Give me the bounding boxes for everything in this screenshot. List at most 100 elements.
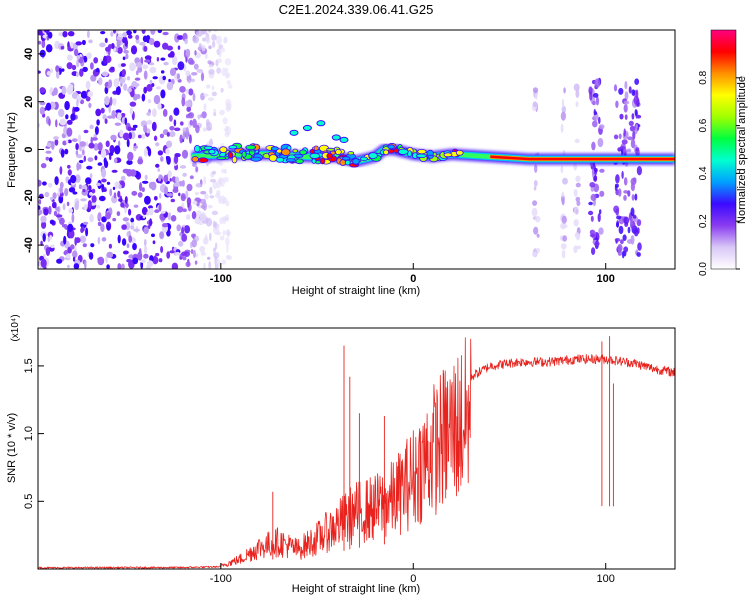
noise-blob: [137, 134, 142, 139]
noise-blob: [173, 182, 180, 187]
noise-blob: [174, 153, 181, 158]
noise-blob: [106, 251, 114, 259]
noise-blob: [67, 264, 70, 269]
noise-blob: [216, 231, 222, 236]
noise-blob: [54, 176, 59, 186]
noise-blob: [192, 93, 196, 102]
noise-blob: [149, 62, 155, 66]
noise-blob: [102, 188, 107, 192]
noise-blob: [163, 174, 169, 183]
harmonic-blob: [331, 134, 341, 141]
streak-blob: [618, 225, 624, 235]
noise-blob: [113, 192, 117, 199]
noise-blob: [76, 55, 81, 60]
noise-blob: [91, 188, 96, 194]
noise-blob: [126, 243, 130, 249]
noise-blob: [45, 156, 50, 161]
streak-blob: [591, 247, 596, 256]
noise-blob: [188, 88, 194, 96]
noise-blob: [187, 113, 193, 117]
noise-blob: [119, 78, 126, 84]
noise-blob: [143, 226, 149, 235]
noise-blob: [137, 158, 144, 165]
noise-blob: [72, 256, 76, 262]
noise-blob: [180, 121, 184, 126]
noise-blob: [133, 228, 140, 232]
noise-blob: [40, 163, 47, 169]
noise-blob: [77, 134, 82, 144]
streak-blob: [575, 208, 579, 215]
noise-blob: [130, 217, 135, 223]
noise-blob: [193, 63, 199, 70]
noise-blob: [76, 71, 79, 78]
noise-blob: [110, 134, 117, 141]
noise-blob: [96, 119, 100, 126]
noise-blob: [90, 243, 95, 248]
noise-blob: [75, 41, 83, 46]
streak-blob: [624, 114, 628, 120]
streak-blob: [632, 214, 637, 219]
streak-blob: [562, 177, 568, 185]
noise-blob: [209, 138, 214, 147]
noise-blob: [121, 238, 127, 246]
noise-blob: [189, 119, 193, 126]
noise-blob: [209, 186, 213, 195]
noise-blob: [141, 133, 146, 140]
noise-blob: [159, 193, 162, 199]
noise-blob: [63, 235, 67, 245]
streak-blob: [575, 89, 580, 98]
noise-blob: [97, 212, 102, 221]
streak-blob: [589, 182, 596, 188]
noise-blob: [66, 62, 73, 70]
noise-blob: [200, 190, 207, 195]
noise-blob: [202, 237, 209, 245]
noise-blob: [71, 213, 75, 223]
streak-blob: [593, 108, 596, 116]
noise-blob: [142, 214, 146, 219]
noise-blob: [39, 101, 46, 106]
noise-blob: [211, 40, 216, 48]
streak-blob: [617, 188, 622, 197]
noise-blob: [188, 80, 191, 84]
noise-blob: [200, 252, 207, 256]
noise-blob: [208, 68, 215, 75]
noise-blob: [205, 36, 211, 44]
noise-blob: [180, 193, 186, 202]
ridge-blob: [397, 148, 409, 155]
noise-blob: [38, 199, 42, 205]
noise-blob: [61, 68, 65, 72]
noise-blob: [157, 103, 162, 110]
noise-blob: [106, 264, 110, 269]
noise-blob: [182, 172, 187, 177]
noise-blob: [211, 85, 215, 91]
streak-blob: [589, 233, 596, 238]
noise-blob: [82, 66, 88, 73]
streak-blob: [627, 226, 631, 234]
noise-blob: [46, 71, 51, 76]
noise-blob: [76, 154, 83, 159]
noise-blob: [203, 176, 207, 185]
noise-blob: [97, 221, 102, 227]
noise-blob: [141, 30, 146, 34]
ridge-blob: [198, 157, 209, 164]
noise-blob: [176, 73, 180, 80]
noise-blob: [88, 185, 92, 192]
noise-blob: [117, 46, 123, 54]
noise-blob: [55, 119, 58, 128]
streak-blob: [623, 246, 629, 253]
noise-blob: [183, 251, 190, 257]
noise-blob: [47, 31, 53, 39]
streak-blob: [632, 130, 636, 140]
noise-blob: [74, 237, 77, 246]
streak-blob: [597, 213, 601, 223]
noise-blob: [101, 216, 107, 223]
streak-blob: [623, 128, 626, 137]
noise-blob: [157, 168, 160, 172]
noise-blob: [101, 71, 109, 77]
noise-blob: [170, 215, 177, 222]
noise-blob: [162, 31, 169, 36]
snr-y-tick-label: 1.5: [23, 358, 35, 373]
noise-blob: [66, 127, 73, 137]
noise-blob: [167, 82, 171, 87]
noise-blob: [195, 124, 200, 134]
